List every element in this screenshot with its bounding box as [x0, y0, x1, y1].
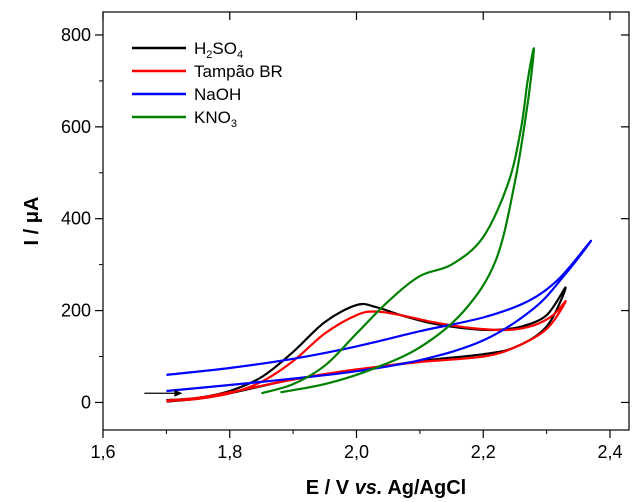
legend-label-0: H2SO4 [194, 39, 243, 61]
x-tick-label: 2,4 [597, 442, 622, 462]
legend-label-1: Tampão BR [194, 62, 283, 81]
series-line-3 [261, 47, 535, 395]
y-axis-title: I / μA [21, 197, 43, 246]
series-line-2 [166, 239, 593, 393]
legend-label-2: NaOH [194, 85, 241, 104]
x-tick-label: 1,8 [217, 442, 242, 462]
series-line-1 [166, 300, 567, 403]
plot-frame [102, 11, 630, 431]
x-axis-title: E / V vs. Ag/AgCl [306, 477, 466, 499]
x-tick-label: 2,2 [471, 442, 496, 462]
y-tick-label: 0 [81, 392, 91, 412]
x-tick-label: 2,0 [344, 442, 369, 462]
legend-label-3: KNO3 [194, 108, 237, 130]
scan-arrow-head [174, 389, 183, 397]
y-tick-label: 200 [61, 301, 91, 321]
y-tick-label: 800 [61, 25, 91, 45]
y-tick-label: 600 [61, 117, 91, 137]
y-tick-label: 400 [61, 209, 91, 229]
x-tick-label: 1,6 [90, 442, 115, 462]
